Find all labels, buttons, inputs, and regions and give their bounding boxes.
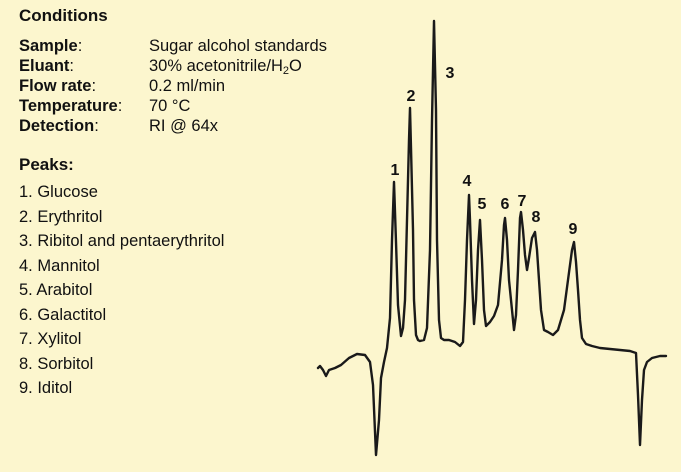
condition-row-flow-rate: Flow rate: 0.2 ml/min bbox=[19, 77, 226, 95]
peak-label-5: 5 bbox=[478, 196, 487, 213]
condition-value-eluant: 30% acetonitrile/H2O bbox=[149, 57, 302, 77]
condition-row-temperature: Temperature: 70 °C bbox=[19, 97, 191, 115]
peak-label-6: 6 bbox=[501, 196, 510, 213]
condition-key-detection: Detection bbox=[19, 117, 95, 135]
peak-item-2: 2. Erythritol bbox=[19, 207, 103, 226]
peak-item-9: 9. Iditol bbox=[19, 379, 73, 397]
condition-row-sample: Sample: Sugar alcohol standards bbox=[19, 37, 327, 55]
condition-key-eluant: Eluant bbox=[19, 57, 70, 75]
peaks-list: 1. Glucose 2. Erythritol 3. Ribitol and … bbox=[19, 180, 379, 401]
conditions-panel: Conditions Sample: Sugar alcohol standar… bbox=[19, 6, 379, 401]
peak-label-7: 7 bbox=[518, 193, 527, 210]
condition-key-sample: Sample bbox=[19, 37, 78, 55]
condition-key-temperature: Temperature bbox=[19, 97, 118, 115]
peak-label-9: 9 bbox=[569, 221, 578, 238]
condition-key-flow-rate: Flow rate bbox=[19, 77, 92, 95]
peak-item-7: 7. Xylitol bbox=[19, 330, 82, 348]
peak-label-2: 2 bbox=[407, 88, 416, 105]
peaks-title: Peaks: bbox=[19, 155, 74, 174]
peak-item-4: 4. Mannitol bbox=[19, 256, 100, 275]
peak-item-6: 6. Galactitol bbox=[19, 305, 107, 324]
peak-item-1: 1. Glucose bbox=[19, 183, 98, 201]
condition-value-sample: Sugar alcohol standards bbox=[149, 37, 327, 55]
condition-value-temperature: 70 °C bbox=[149, 97, 191, 115]
chromatogram-trace bbox=[316, 19, 668, 457]
condition-value-detection: RI @ 64x bbox=[149, 117, 219, 135]
condition-row-detection: Detection: RI @ 64x bbox=[19, 117, 219, 135]
condition-value-flow-rate: 0.2 ml/min bbox=[149, 77, 226, 95]
conditions-title: Conditions bbox=[19, 6, 108, 25]
peak-label-8: 8 bbox=[532, 209, 541, 226]
peak-labels: 1 2 3 4 5 6 7 8 9 bbox=[391, 65, 578, 238]
peak-label-4: 4 bbox=[463, 173, 472, 190]
peak-label-3: 3 bbox=[446, 65, 455, 82]
peak-item-5: 5. Arabitol bbox=[19, 281, 93, 299]
peak-label-1: 1 bbox=[391, 162, 400, 179]
peak-item-3: 3. Ribitol and pentaerythritol bbox=[19, 232, 225, 250]
peak-item-8: 8. Sorbitol bbox=[19, 354, 94, 373]
condition-row-eluant: Eluant: 30% acetonitrile/H2O bbox=[19, 57, 302, 77]
